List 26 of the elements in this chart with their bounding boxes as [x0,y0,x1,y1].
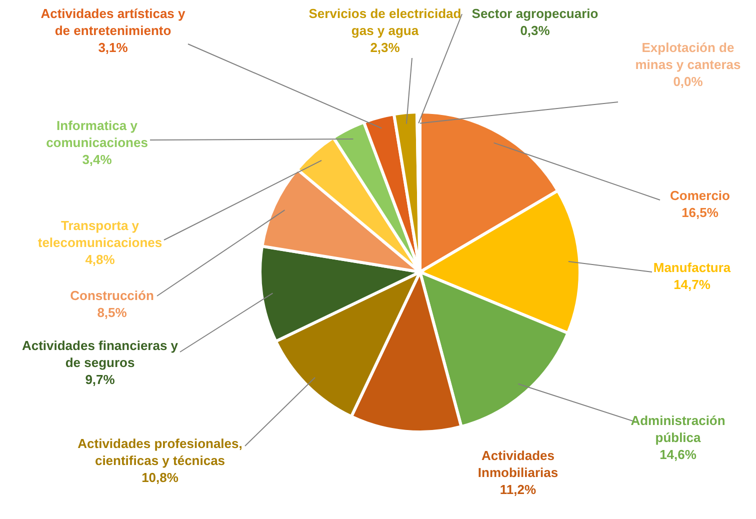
slice-label: Actividades financieras y de seguros [22,338,179,370]
category-label: Explotación de minas y canteras [635,40,741,72]
slice-label: Informatica y comunicaciones [46,118,148,150]
text: 0,0% [673,74,703,89]
slice-label: Sector agropecuario [472,6,598,21]
slice-label: Administración pública [630,413,726,445]
data-label: 10,8% [142,470,179,485]
slice-label: Comercio [670,188,730,203]
data-label: 4,8% [85,252,116,267]
slice-label: Actividades Inmobiliarias [478,448,558,480]
data-label: 14,6% [660,447,697,462]
data-label: 16,5% [682,205,719,220]
data-label: 9,7% [85,372,116,387]
data-label: 3,4% [82,152,112,167]
slice-label: Construcción [70,288,154,303]
slice-label: Manufactura [653,260,732,275]
data-label: 0,3% [520,23,550,38]
data-label: 8,5% [97,305,128,320]
slice-label: Transporta y telecomunicaciones [38,218,162,250]
slice-label: Actividades artísticas y de entretenimiento [40,6,186,38]
data-label: 2,3% [370,40,400,55]
data-label: 11,2% [500,482,537,497]
slice-label: Actividades profesionales, cientificas y técnicas [78,436,242,468]
slice-label: Servicios de electricidad gas y agua [308,6,462,38]
data-label: 3,1% [98,40,128,55]
data-label: 14,7% [674,277,711,292]
